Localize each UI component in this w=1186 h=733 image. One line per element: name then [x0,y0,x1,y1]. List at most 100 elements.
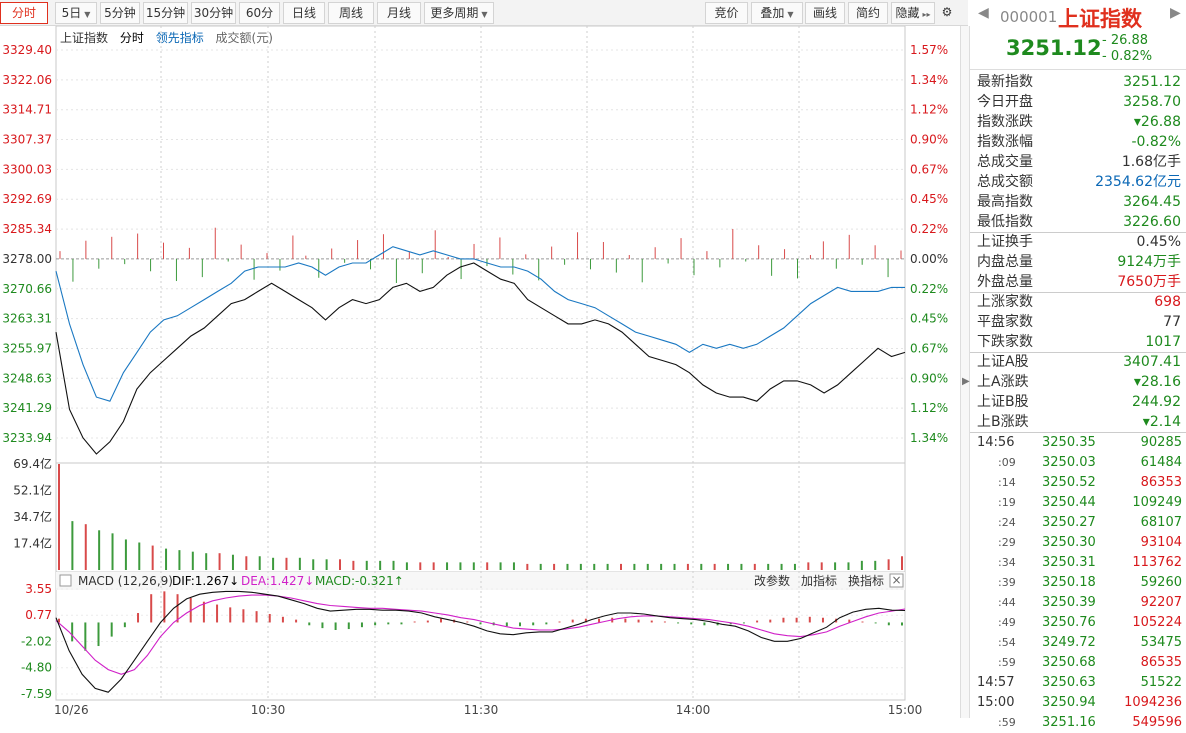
tick-volume: 92207 [1140,595,1182,610]
quote-row-label: 上证换手 [977,234,1033,250]
macd-collapse-icon[interactable] [59,574,72,587]
settings-icon[interactable]: ⚙ [941,5,953,19]
next-stock-icon[interactable]: ▶ [1170,5,1181,21]
quote-row-value: 3407.41 [1123,354,1181,370]
quote-row-label: 最低指数 [977,214,1033,230]
period-tab-3[interactable]: 15分钟 [143,2,188,24]
toolbar-button-0[interactable]: 竞价 [705,2,748,24]
time-label: 10:30 [251,703,286,717]
prev-stock-icon[interactable]: ◀ [978,5,989,21]
tick-time: 14:56 [977,435,1015,450]
tick-row: :09 3250.03 61484 [970,453,1186,473]
quote-row: 平盘家数 77 [970,312,1186,332]
tick-time: :49 [998,616,1016,629]
period-tab-label: 周线 [338,6,363,20]
period-tab-label: 5分钟 [104,6,136,20]
panel-collapse-handle[interactable]: ▶ [960,26,970,718]
current-price: 3251.12 [1006,36,1102,60]
period-tab-label: 15分钟 [145,6,186,20]
quote-row-label: 上A涨跌 [977,374,1029,390]
price-tick-label: 3285.34 [2,222,52,236]
tick-volume: 105224 [1132,615,1182,630]
toolbar-button-3[interactable]: 简约 [848,2,888,24]
legend-indicator[interactable]: 领先指标 [155,31,204,45]
period-tab-2[interactable]: 5分钟 [100,2,140,24]
tick-time: :34 [998,556,1016,569]
dea-line [55,594,906,675]
tick-row: :54 3249.72 53475 [970,633,1186,653]
time-label: 11:30 [464,703,499,717]
quote-row-value: 3264.45 [1123,194,1181,210]
switch-indicator-button[interactable]: 换指标 [848,573,884,588]
edit-params-button[interactable]: 改参数 [754,573,790,588]
pct-tick-label: 0.90% [910,371,948,385]
volume-tick-label: 52.1亿 [13,482,52,497]
period-tab-8[interactable]: 月线 [377,2,421,24]
tick-time: 14:57 [977,675,1015,690]
pct-tick-label: 1.34% [910,73,948,87]
period-tab-0[interactable]: 分时 [0,2,48,24]
pct-tick-label: 0.22% [910,222,948,236]
tick-row: 14:57 3250.63 51522 [970,673,1186,693]
tick-time: :44 [998,596,1016,609]
tick-time: :54 [998,636,1016,649]
price-change-pct: - 0.82% [1102,49,1153,64]
price-tick-label: 3263.31 [2,312,52,326]
tick-row: :24 3250.27 68107 [970,513,1186,533]
price-change: - 26.88 [1102,33,1149,48]
toolbar-button-1[interactable]: 叠加 ▼ [751,2,803,24]
tick-volume: 113762 [1132,555,1182,570]
pct-tick-label: 1.12% [910,401,948,415]
pct-tick-label: 0.45% [910,192,948,206]
tick-time: :19 [998,496,1016,509]
period-tab-label: 30分钟 [193,6,234,20]
intraday-chart[interactable]: 3329.40 1.57% 3322.06 1.34% 3314.71 1.12% 3307… [0,26,960,718]
tick-time: :39 [998,576,1016,589]
period-tab-1[interactable]: 5日 ▼ [55,2,97,24]
quote-header: ◀ 000001 上证指数 ▶ 3251.12 - 26.88 - 0.82% [970,0,1186,70]
period-tab-6[interactable]: 日线 [283,2,325,24]
macd-hist-value: MACD:-0.321↑ [315,574,404,588]
time-label: 14:00 [676,703,711,717]
add-indicator-button[interactable]: 加指标 [801,573,837,588]
macd-dif-value: DIF:1.267↓ [172,574,239,588]
price-tick-label: 3255.97 [2,341,52,355]
collapse-arrow-icon[interactable]: ▶ [962,376,970,387]
quote-row-value: 3258.70 [1123,94,1181,110]
period-tab-label: 更多周期 [430,6,479,20]
tick-volume: 549596 [1132,715,1182,730]
toolbar-button-4[interactable]: 隐藏 ▸▸ [891,2,935,24]
macd-dea-value: DEA:1.427↓ [241,574,314,588]
quote-row-value: ▾26.88 [1133,114,1181,130]
price-tick-label: 3322.06 [2,73,52,87]
close-icon-glyph: × [891,573,901,587]
tick-row: :29 3250.30 93104 [970,533,1186,553]
quote-row-label: 最新指数 [977,74,1033,90]
period-tab-7[interactable]: 周线 [328,2,374,24]
period-tab-9[interactable]: 更多周期 ▼ [424,2,494,24]
legend-index-name: 上证指数 [60,31,109,45]
tick-price: 3250.27 [1042,515,1096,530]
quote-row-label: 总成交量 [977,154,1033,170]
quote-row-value: ▾28.16 [1133,374,1181,390]
quote-row: 上证换手 0.45% [970,232,1186,252]
dif-line [55,590,906,693]
quote-row-value: 1017 [1145,334,1181,350]
legend-volume: 成交额(元) [215,31,273,45]
divider [970,292,1186,293]
tick-row: :44 3250.39 92207 [970,593,1186,613]
quote-row: 内盘总量 9124万手 [970,252,1186,272]
toolbar-button-2[interactable]: 画线 [805,2,845,24]
volume-tick-label: 34.7亿 [13,509,52,524]
macd-tick-label: -4.80 [21,661,52,675]
price-tick-label: 3241.29 [2,401,52,415]
quote-row: 最低指数 3226.60 [970,212,1186,232]
period-tab-4[interactable]: 30分钟 [191,2,236,24]
period-tab-5[interactable]: 60分钟 [239,2,280,40]
quote-row-label: 指数涨跌 [977,114,1033,130]
close-icon[interactable] [889,573,904,588]
period-tab-label: 月线 [386,6,411,20]
divider [970,352,1186,353]
tick-price: 3250.30 [1042,535,1096,550]
tick-volume: 61484 [1140,455,1182,470]
